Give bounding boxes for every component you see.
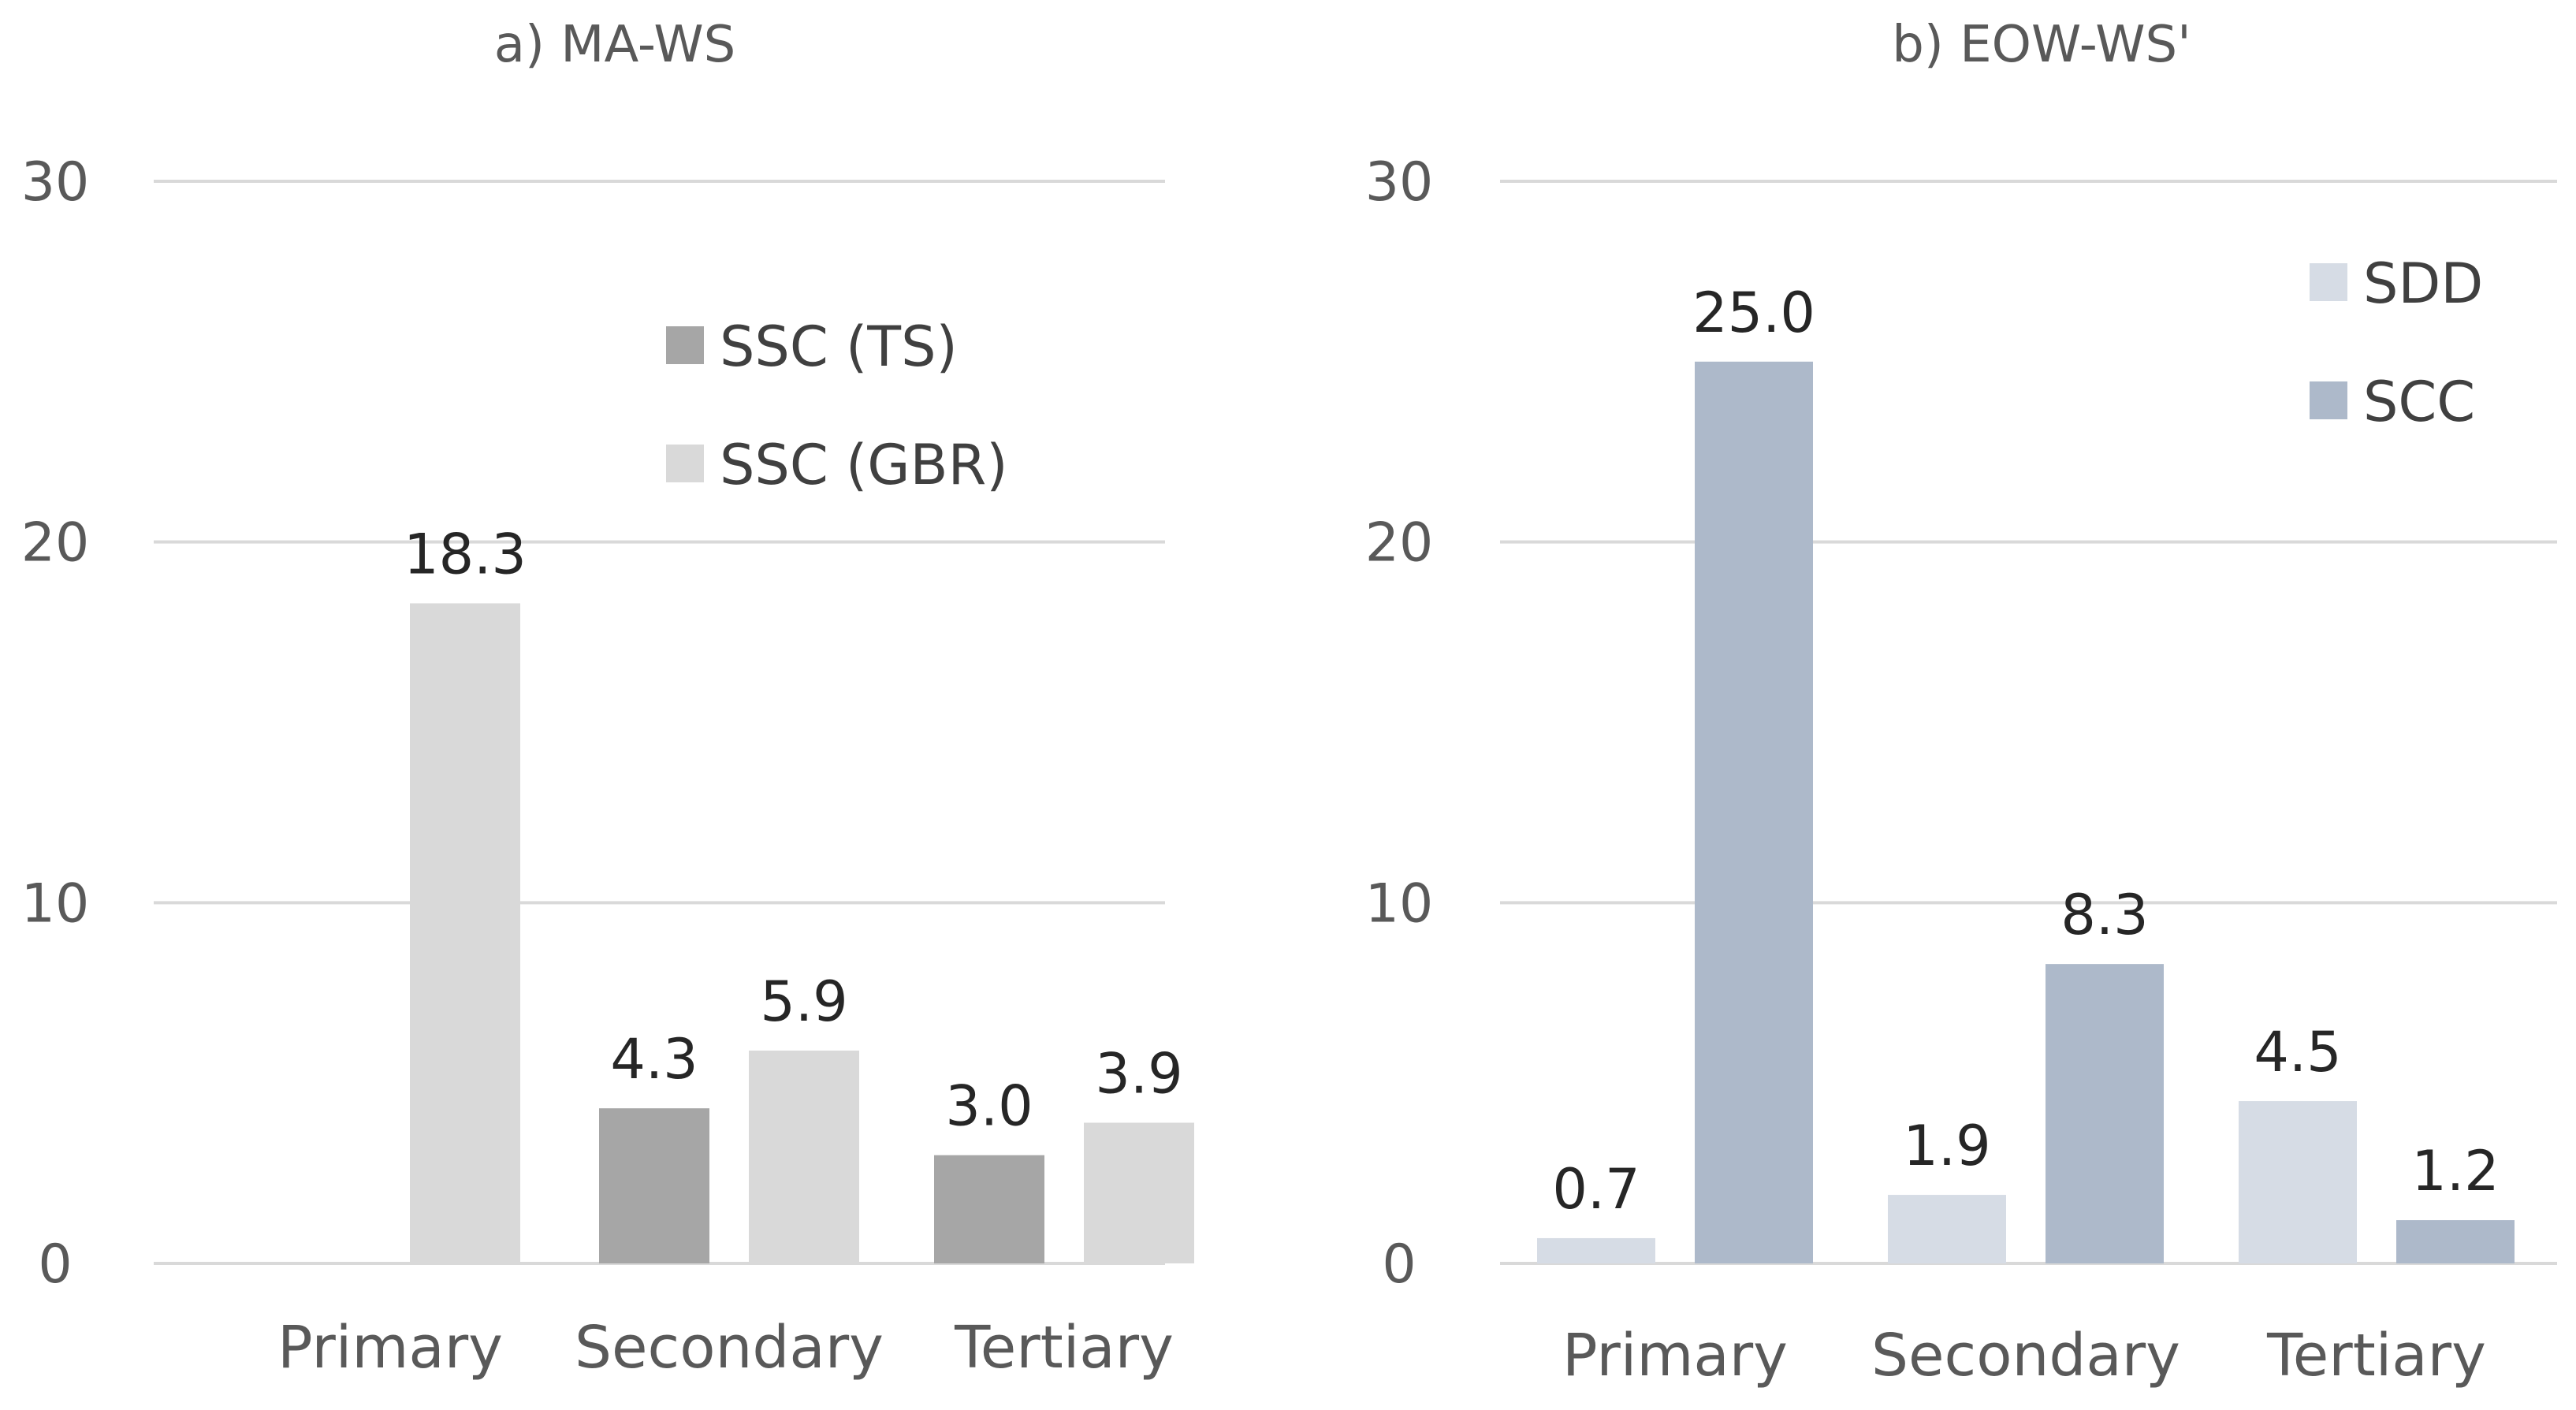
legend-label: SSC (GBR) xyxy=(720,433,1008,497)
data-label: 3.0 xyxy=(945,1074,1033,1139)
y-tick-label: 10 xyxy=(21,872,90,935)
data-label: 25.0 xyxy=(1692,281,1815,345)
legend-label: SDD xyxy=(2363,251,2483,316)
y-tick-label: 30 xyxy=(21,151,90,214)
data-label: 4.3 xyxy=(610,1027,698,1092)
data-label: 1.2 xyxy=(2411,1139,2499,1204)
x-category-label: Secondary xyxy=(1871,1322,2180,1390)
legend: SDD SCC xyxy=(2310,251,2483,434)
y-tick-label: 0 xyxy=(38,1233,72,1296)
legend-label: SCC xyxy=(2363,370,2475,434)
x-category-label: Secondary xyxy=(575,1314,884,1382)
bar-sdd-secondary xyxy=(1888,1195,2006,1263)
data-label: 3.9 xyxy=(1095,1042,1182,1107)
bar-ssc-gbr-tertiary xyxy=(1084,1122,1194,1263)
data-label: 5.9 xyxy=(760,969,847,1034)
bar-sdd-tertiary xyxy=(2239,1101,2357,1263)
legend-swatch xyxy=(2310,381,2347,419)
x-category-label: Primary xyxy=(277,1314,503,1382)
y-tick-label: 20 xyxy=(1365,512,1434,575)
bar-ssc-gbr-secondary xyxy=(749,1050,859,1263)
y-tick-label: 30 xyxy=(1365,151,1434,214)
data-label: 8.3 xyxy=(2060,883,2148,947)
legend-label: SSC (TS) xyxy=(720,314,958,379)
bar-scc-primary xyxy=(1695,361,1813,1263)
bar-sdd-primary xyxy=(1537,1237,1655,1263)
data-label: 1.9 xyxy=(1903,1114,1990,1178)
chart-title: a) MA-WS xyxy=(494,16,736,74)
x-category-label: Primary xyxy=(1562,1322,1788,1390)
chart-title: b) EOW-WS' xyxy=(1892,16,2191,74)
chart-panel-a: a) MA-WS 0 10 20 30 18.3 Primary 4.3 5.9 Secondar… xyxy=(21,16,1194,1382)
bar-ssc-ts-secondary xyxy=(599,1108,709,1263)
bar-scc-tertiary xyxy=(2396,1220,2515,1263)
legend-swatch xyxy=(2310,263,2347,301)
legend: SSC (TS) SSC (GBR) xyxy=(666,314,1008,497)
bar-ssc-gbr-primary xyxy=(410,603,520,1263)
x-category-label: Tertiary xyxy=(954,1314,1174,1382)
data-label: 4.5 xyxy=(2254,1020,2341,1084)
y-tick-label: 0 xyxy=(1382,1233,1416,1296)
y-tick-label: 20 xyxy=(21,512,90,575)
x-category-label: Tertiary xyxy=(2266,1322,2486,1390)
bar-scc-secondary xyxy=(2046,964,2164,1263)
legend-swatch xyxy=(666,326,704,364)
chart-panel-b: b) EOW-WS' 0 10 20 30 0.7 25.0 Primary 1.9 8.3 Sec… xyxy=(1365,16,2557,1390)
y-tick-label: 10 xyxy=(1365,872,1434,935)
legend-swatch xyxy=(666,445,704,482)
data-label: 18.3 xyxy=(404,522,527,586)
data-label: 0.7 xyxy=(1552,1157,1640,1222)
bar-ssc-ts-tertiary xyxy=(934,1155,1044,1263)
